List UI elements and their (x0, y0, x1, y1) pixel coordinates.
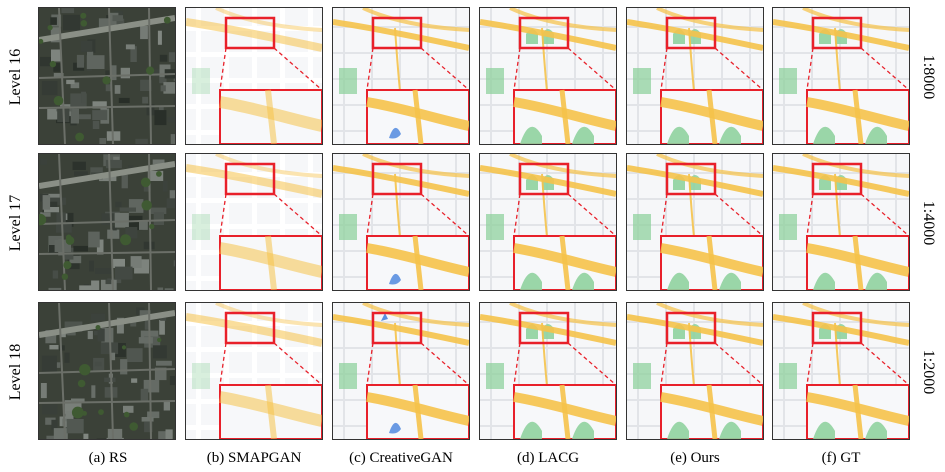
map-image (480, 154, 616, 290)
map-image (627, 303, 763, 439)
map-image (333, 154, 469, 290)
satellite-image (39, 303, 175, 439)
map-image (773, 303, 909, 439)
tile-map-creative-row-2 (332, 153, 470, 291)
map-image (186, 8, 322, 144)
scale-label-1-4000: 1:4000 (920, 200, 938, 246)
map-image (480, 303, 616, 439)
map-image (627, 8, 763, 144)
tile-satellite-row-2 (38, 153, 176, 291)
map-image (186, 154, 322, 290)
col-label-creativegan: (c) CreativeGAN (349, 450, 453, 466)
map-image (186, 303, 322, 439)
map-image (480, 8, 616, 144)
col-label-ours: (e) Ours (670, 450, 720, 466)
map-image (333, 303, 469, 439)
row-label-level-17: Level 17 (7, 194, 25, 252)
tile-satellite-row-3 (38, 302, 176, 440)
map-image (773, 154, 909, 290)
tile-map-blurry-row-2 (185, 153, 323, 291)
col-label-lacg: (d) LACG (516, 450, 580, 466)
tile-map-blurry-row-1 (185, 7, 323, 145)
tile-map-gt-row-3 (772, 302, 910, 440)
scale-label-1-2000: 1:2000 (920, 349, 938, 395)
tile-map-creative-row-1 (332, 7, 470, 145)
map-image (773, 8, 909, 144)
tile-satellite-row-1 (38, 7, 176, 145)
tile-map-ours-row-2 (626, 153, 764, 291)
map-image (627, 154, 763, 290)
map-image (333, 8, 469, 144)
tile-map-creative-row-3 (332, 302, 470, 440)
tile-map-blurry-row-3 (185, 302, 323, 440)
tile-map-lacg-row-1 (479, 7, 617, 145)
tile-map-ours-row-3 (626, 302, 764, 440)
tile-map-lacg-row-2 (479, 153, 617, 291)
scale-label-1-8000: 1:8000 (920, 54, 938, 100)
satellite-image (39, 8, 175, 144)
tile-map-lacg-row-3 (479, 302, 617, 440)
row-label-level-18: Level 18 (7, 343, 25, 401)
tile-map-gt-row-2 (772, 153, 910, 291)
row-label-level-16: Level 16 (7, 48, 25, 106)
tile-map-gt-row-1 (772, 7, 910, 145)
col-label-smapgan: (b) SMAPGAN (206, 450, 302, 466)
tile-map-ours-row-1 (626, 7, 764, 145)
col-label-gt: (f) GT (821, 450, 861, 466)
col-label-rs: (a) RS (88, 450, 128, 466)
satellite-image (39, 154, 175, 290)
